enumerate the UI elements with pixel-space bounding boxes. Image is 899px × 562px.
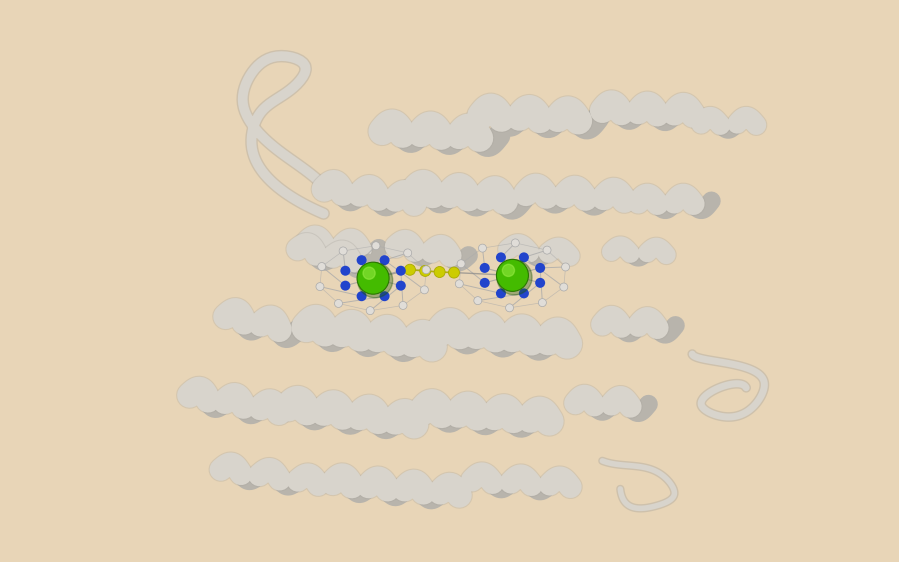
Circle shape xyxy=(366,307,374,315)
Circle shape xyxy=(512,239,520,247)
Circle shape xyxy=(480,263,490,273)
Circle shape xyxy=(505,304,513,312)
Circle shape xyxy=(404,249,412,257)
Circle shape xyxy=(480,278,490,288)
Circle shape xyxy=(316,283,324,291)
Circle shape xyxy=(519,288,529,298)
Circle shape xyxy=(357,262,389,294)
Circle shape xyxy=(357,291,367,301)
Circle shape xyxy=(358,262,393,298)
Circle shape xyxy=(372,242,380,250)
Circle shape xyxy=(420,265,431,277)
Circle shape xyxy=(317,262,325,270)
Circle shape xyxy=(396,266,405,276)
Circle shape xyxy=(478,244,486,252)
Circle shape xyxy=(341,266,351,276)
Circle shape xyxy=(363,267,375,279)
Circle shape xyxy=(379,255,389,265)
Circle shape xyxy=(496,252,506,262)
Circle shape xyxy=(474,297,482,305)
Circle shape xyxy=(334,300,343,307)
Circle shape xyxy=(497,260,532,295)
Circle shape xyxy=(496,288,506,298)
Circle shape xyxy=(423,266,431,274)
Circle shape xyxy=(379,291,389,301)
Circle shape xyxy=(339,247,347,255)
Circle shape xyxy=(535,263,545,273)
Circle shape xyxy=(341,280,351,291)
Circle shape xyxy=(399,301,407,310)
Circle shape xyxy=(396,280,405,291)
Circle shape xyxy=(539,298,547,307)
Circle shape xyxy=(560,283,568,291)
Circle shape xyxy=(421,286,429,294)
Circle shape xyxy=(357,255,367,265)
Circle shape xyxy=(496,260,529,291)
Circle shape xyxy=(535,278,545,288)
Circle shape xyxy=(543,246,551,254)
Circle shape xyxy=(562,263,570,271)
Circle shape xyxy=(519,252,529,262)
Circle shape xyxy=(457,260,465,268)
Circle shape xyxy=(405,264,415,275)
Circle shape xyxy=(434,266,445,278)
Circle shape xyxy=(503,264,514,277)
Circle shape xyxy=(455,280,463,288)
Circle shape xyxy=(449,267,459,278)
